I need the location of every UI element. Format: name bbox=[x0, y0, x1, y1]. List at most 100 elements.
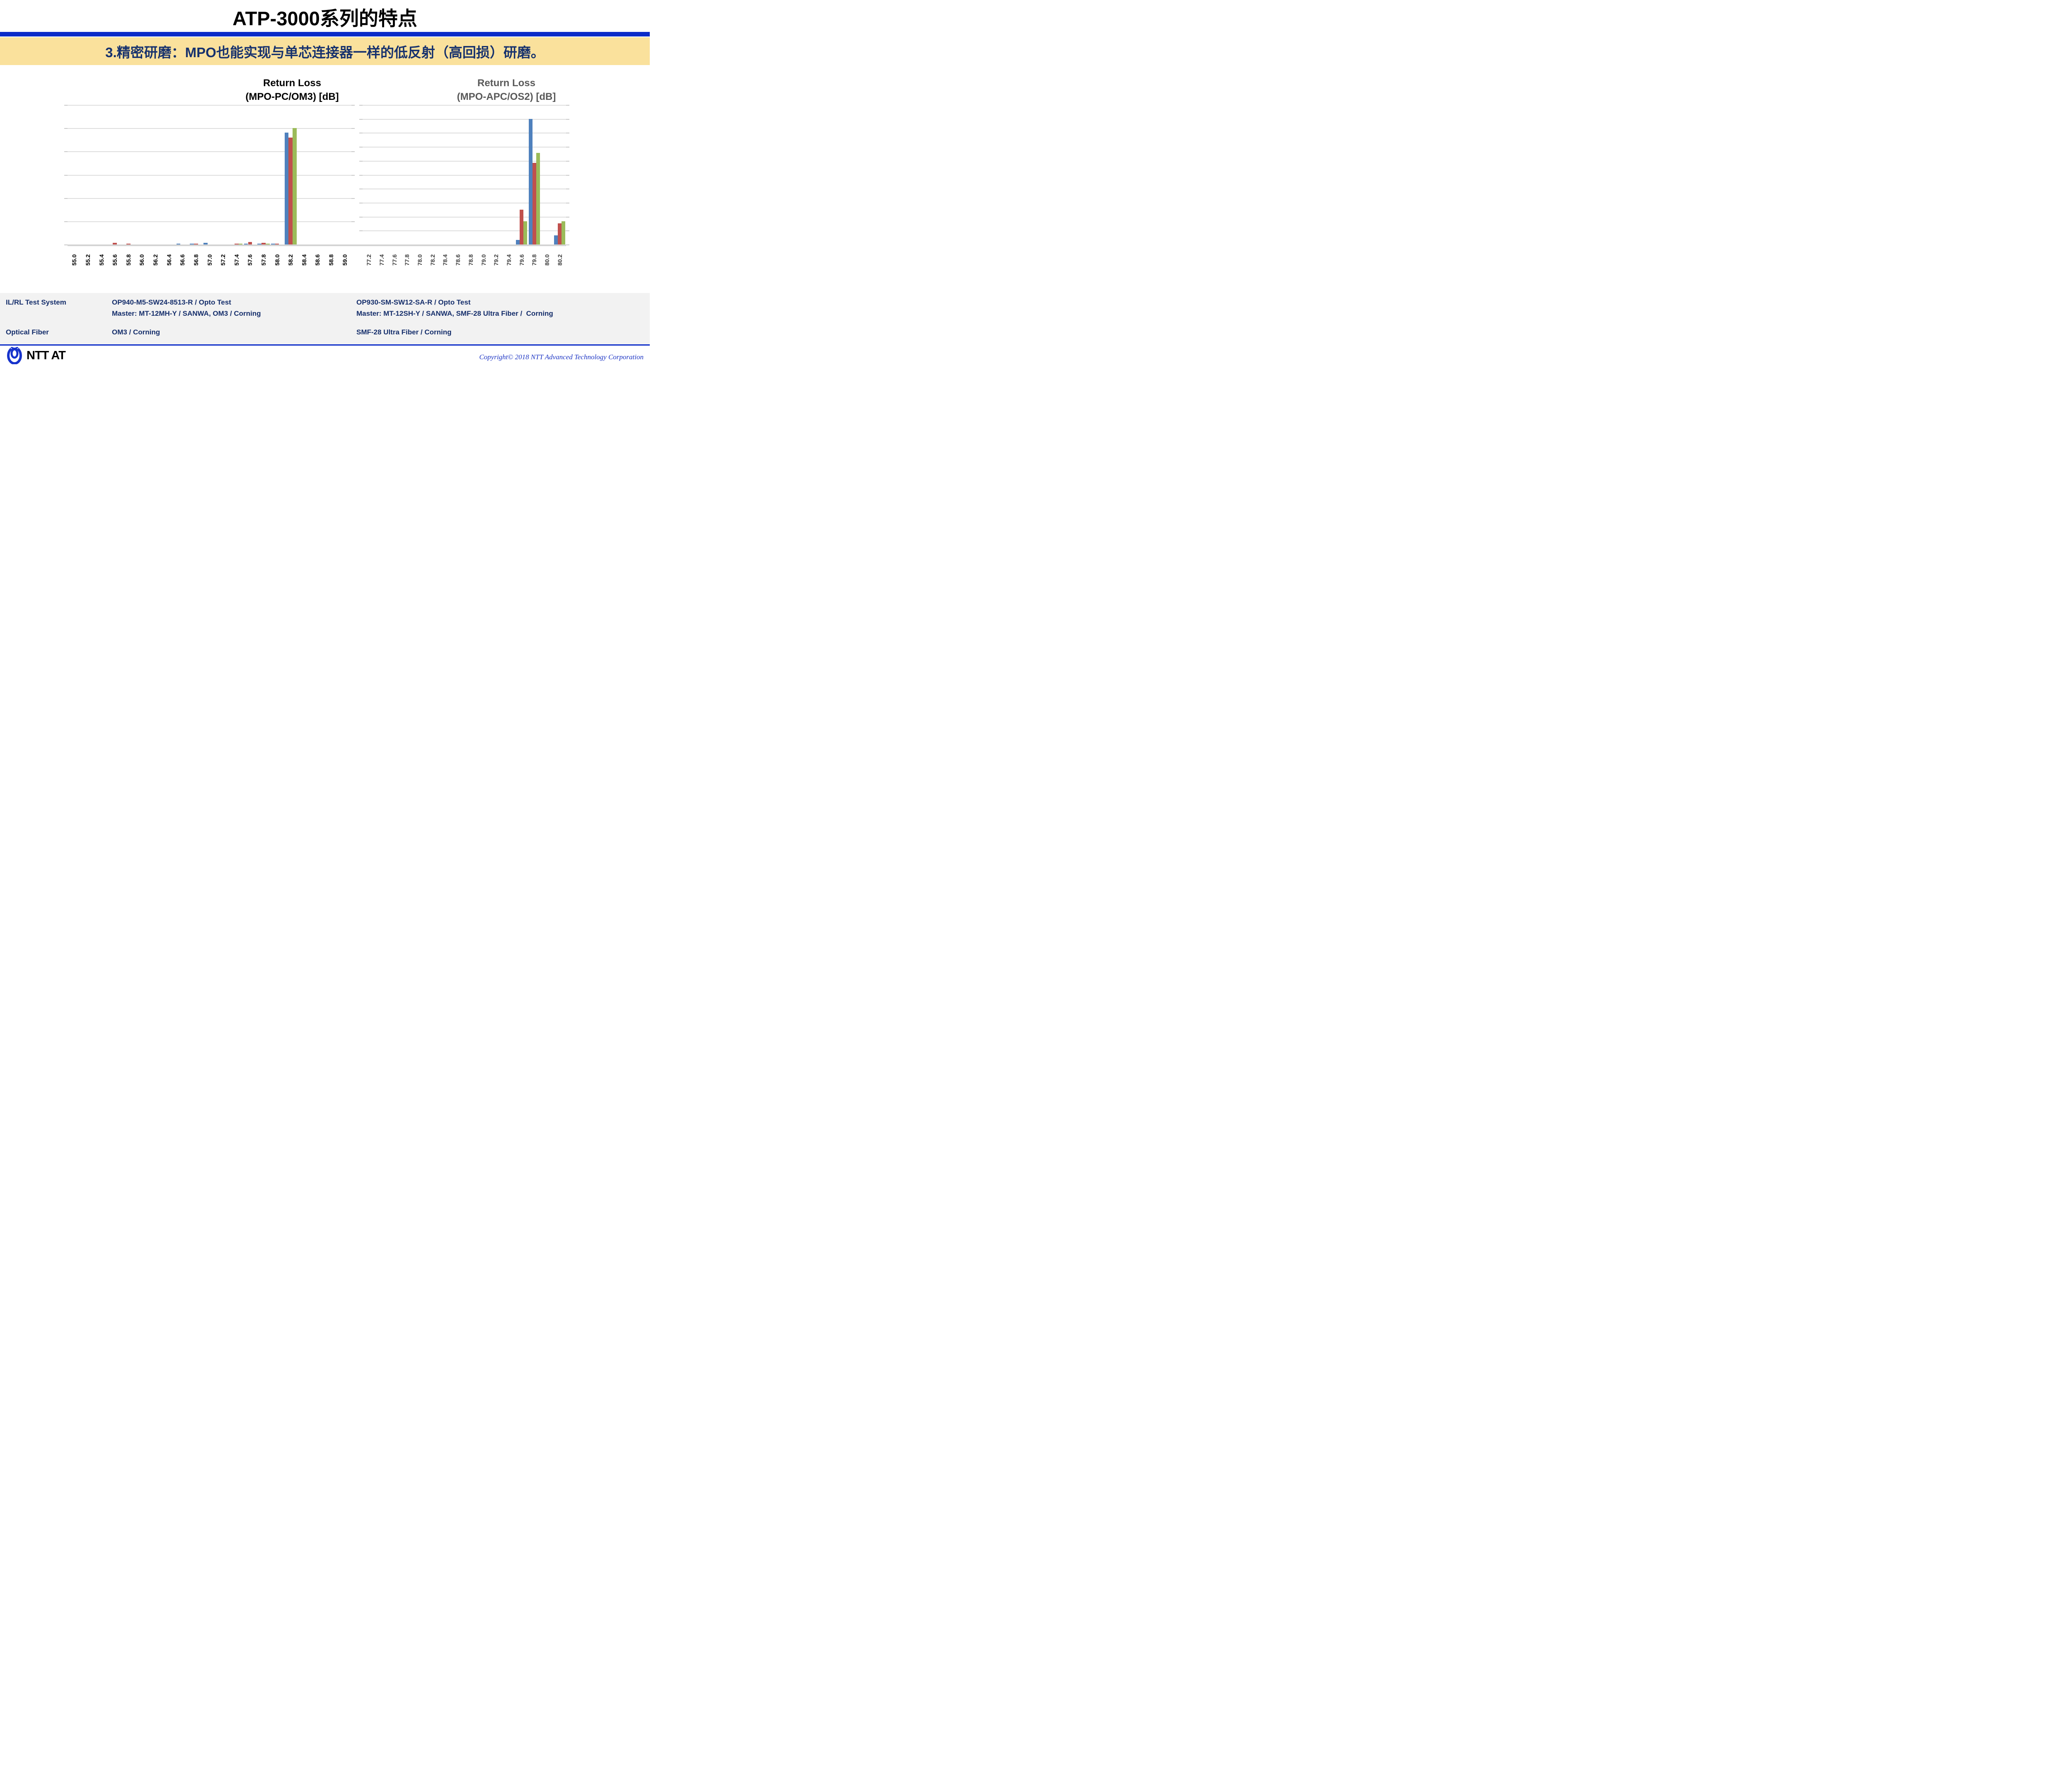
bar-blue-80.2 bbox=[554, 235, 558, 244]
x-axis-label: 78.8 bbox=[467, 254, 474, 266]
bar-red-57.8 bbox=[261, 243, 266, 244]
ytick-right bbox=[351, 128, 355, 129]
ytick-right bbox=[351, 221, 355, 222]
ytick-left bbox=[359, 119, 363, 120]
x-axis-label: 77.2 bbox=[366, 254, 372, 266]
page-title: ATP-3000系列的特点 bbox=[232, 7, 417, 29]
bar-red-79.8 bbox=[532, 163, 536, 244]
x-axis-label: 78.6 bbox=[455, 254, 461, 266]
bar-red-55.6 bbox=[113, 243, 117, 244]
table-row1-right-value-line2: Master: MT-12SH-Y / SANWA, SMF-28 Ultra … bbox=[356, 310, 553, 317]
gridline bbox=[68, 128, 351, 129]
gridline bbox=[363, 105, 566, 106]
feature-banner-text: 3.精密研磨：MPO也能实现与单芯连接器一样的低反射（高回损）研磨。 bbox=[105, 44, 545, 60]
ytick-left bbox=[64, 198, 68, 199]
ytick-left bbox=[359, 175, 363, 176]
ytick-left bbox=[64, 105, 68, 106]
x-axis-label: 58.4 bbox=[301, 254, 307, 266]
right-chart-plot bbox=[359, 105, 569, 245]
ytick-right bbox=[351, 175, 355, 176]
x-axis-label: 79.8 bbox=[531, 254, 537, 266]
gridline bbox=[68, 175, 351, 176]
gridline bbox=[68, 221, 351, 222]
table-row1-right-value-line1: OP930-SM-SW12-SA-R / Opto Test bbox=[356, 298, 471, 306]
table-row1-label: IL/RL Test System bbox=[6, 298, 66, 306]
gridline bbox=[363, 217, 566, 218]
x-axis-label: 79.0 bbox=[480, 254, 487, 266]
ytick-left bbox=[64, 128, 68, 129]
ytick-left bbox=[359, 105, 363, 106]
ytick-left bbox=[359, 217, 363, 218]
left-chart-title-line1: Return Loss bbox=[263, 77, 321, 89]
x-axis-label: 78.4 bbox=[442, 254, 448, 266]
gridline bbox=[363, 175, 566, 176]
table-row2-label: Optical Fiber bbox=[6, 328, 49, 336]
ytick-right bbox=[351, 151, 355, 152]
footer-divider-line bbox=[0, 344, 650, 346]
x-axis-label: 58.2 bbox=[287, 254, 294, 266]
table-row2-right-value: SMF-28 Ultra Fiber / Corning bbox=[356, 328, 452, 336]
bar-green-79.8 bbox=[536, 153, 540, 244]
x-axis-label: 58.8 bbox=[328, 254, 334, 266]
gridline bbox=[363, 147, 566, 148]
gridline bbox=[363, 161, 566, 162]
x-axis-label: 55.4 bbox=[98, 254, 105, 266]
ntt-logo-icon bbox=[7, 347, 22, 364]
bar-green-79.6 bbox=[523, 221, 528, 244]
x-axis-label: 80.0 bbox=[544, 254, 550, 266]
x-axis-label: 58.6 bbox=[314, 254, 321, 266]
ntt-at-logotype: NTT AT bbox=[27, 349, 66, 362]
x-axis-label: 78.2 bbox=[429, 254, 436, 266]
bar-green-80.2 bbox=[562, 221, 566, 244]
gridline bbox=[363, 230, 566, 231]
x-axis-label: 57.8 bbox=[260, 254, 267, 266]
ytick-right bbox=[566, 175, 569, 176]
x-axis-label: 56.2 bbox=[152, 254, 159, 266]
left-chart-title-line2: (MPO-PC/OM3) [dB] bbox=[245, 91, 339, 102]
right-chart-title-line1: Return Loss bbox=[477, 77, 535, 89]
ytick-left bbox=[64, 175, 68, 176]
gridline bbox=[363, 119, 566, 120]
x-axis-label: 78.0 bbox=[416, 254, 423, 266]
x-axis-label: 57.4 bbox=[233, 254, 240, 266]
x-axis-label: 57.2 bbox=[220, 254, 226, 266]
table-row1-left-value-line2: Master: MT-12MH-Y / SANWA, OM3 / Corning bbox=[112, 310, 261, 317]
bar-red-58.2 bbox=[288, 138, 293, 244]
x-axis-label: 80.2 bbox=[557, 254, 563, 266]
ytick-right bbox=[566, 230, 569, 231]
x-axis-label: 58.0 bbox=[274, 254, 281, 266]
ytick-left bbox=[64, 244, 68, 245]
gridline bbox=[68, 151, 351, 152]
ytick-left bbox=[359, 230, 363, 231]
right-chart-title-line2: (MPO-APC/OS2) [dB] bbox=[457, 91, 556, 102]
ytick-right bbox=[351, 198, 355, 199]
ytick-left bbox=[64, 221, 68, 222]
table-row1-left-value-line1: OP940-M5-SW24-8513-R / Opto Test bbox=[112, 298, 231, 306]
ytick-right bbox=[566, 244, 569, 245]
title-divider-bar bbox=[0, 32, 650, 36]
x-axis-label: 77.8 bbox=[404, 254, 410, 266]
x-axis-label: 57.0 bbox=[206, 254, 213, 266]
left-chart-plot bbox=[64, 105, 355, 245]
gridline bbox=[68, 198, 351, 199]
x-axis-label: 77.4 bbox=[378, 254, 385, 266]
x-axis-label: 56.0 bbox=[138, 254, 145, 266]
feature-banner: 3.精密研磨：MPO也能实现与单芯连接器一样的低反射（高回损）研磨。 bbox=[0, 37, 650, 65]
bar-blue-57.0 bbox=[203, 243, 208, 244]
x-axis-label: 59.0 bbox=[341, 254, 348, 266]
ytick-right bbox=[566, 105, 569, 106]
x-axis-label: 56.8 bbox=[193, 254, 199, 266]
x-axis-label: 56.4 bbox=[166, 254, 172, 266]
x-axis-label: 55.6 bbox=[111, 254, 118, 266]
right-chart-title: Return Loss (MPO-APC/OS2) [dB] bbox=[457, 76, 556, 104]
bar-blue-58.2 bbox=[284, 133, 289, 244]
left-chart-title: Return Loss (MPO-PC/OM3) [dB] bbox=[245, 76, 339, 104]
bar-blue-79.6 bbox=[516, 240, 520, 244]
ytick-right bbox=[351, 105, 355, 106]
ytick-right bbox=[566, 161, 569, 162]
x-axis-label: 57.6 bbox=[247, 254, 253, 266]
ytick-right bbox=[566, 217, 569, 218]
x-axis-label: 77.6 bbox=[391, 254, 398, 266]
bar-red-57.6 bbox=[248, 242, 252, 244]
ytick-left bbox=[64, 151, 68, 152]
